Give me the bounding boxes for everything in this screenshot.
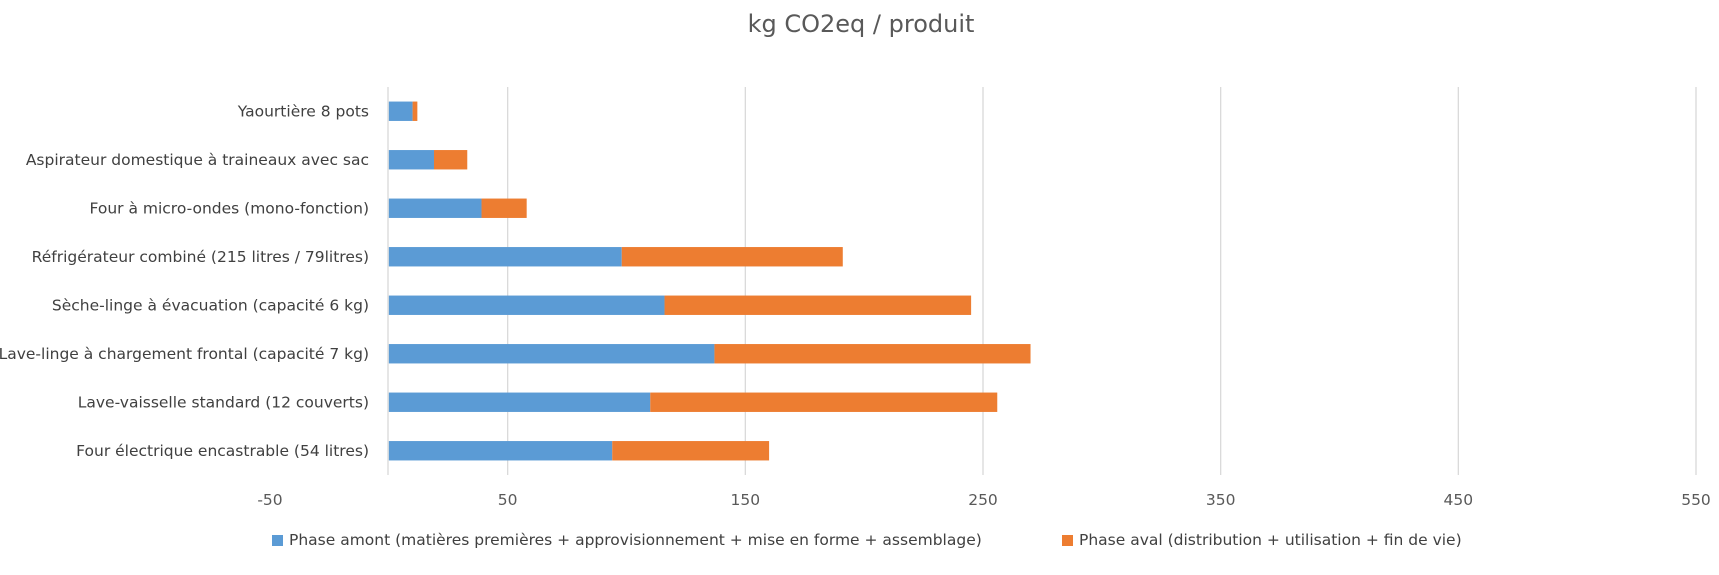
category-label-lave-vaisselle-standard-12-couverts: Lave-vaisselle standard (12 couverts) (78, 393, 369, 411)
category-label-yaourtiere-8-pots: Yaourtière 8 pots (237, 102, 369, 120)
bar-aval-refrigerateur-combine-215-litres-79litres (621, 247, 843, 267)
bar-aval-lave-linge-a-chargement-frontal-capacite-7-kg (714, 344, 1031, 364)
category-labels: Yaourtière 8 pots Aspirateur domestique à… (0, 102, 369, 460)
bar-amont-lave-linge-a-chargement-frontal-capacite-7-kg (388, 344, 715, 364)
legend-label-phase-amont: Phase amont (matières premières + approv… (289, 531, 982, 549)
bar-aval-four-electrique-encastrable-54-litres (612, 441, 770, 461)
bar-amont-refrigerateur-combine-215-litres-79litres (388, 247, 622, 267)
chart-title: kg CO2eq / produit (748, 10, 975, 38)
category-label-refrigerateur-combine-215-litres-79litres: Réfrigérateur combiné (215 litres / 79li… (32, 248, 369, 266)
legend-swatch-phase-amont (272, 535, 283, 546)
bar-amont-yaourtiere-8-pots (388, 101, 413, 121)
bar-aval-lave-vaisselle-standard-12-couverts (650, 392, 998, 412)
x-tick-label-50: 50 (498, 491, 518, 509)
legend: Phase amont (matières premières + approv… (272, 531, 1462, 549)
x-tick-label-150: 150 (731, 491, 761, 509)
bar-amont-four-a-micro-ondes-mono-fonction (388, 198, 482, 218)
x-tick-label-250: 250 (968, 491, 998, 509)
bars (388, 101, 1031, 461)
bar-aval-yaourtiere-8-pots (412, 101, 418, 121)
bar-aval-aspirateur-domestique-a-traineaux-avec-sac (433, 150, 468, 170)
legend-label-phase-aval: Phase aval (distribution + utilisation +… (1079, 531, 1462, 549)
bar-amont-seche-linge-a-evacuation-capacite-6-kg (388, 295, 665, 315)
category-label-four-a-micro-ondes-mono-fonction: Four à micro-ondes (mono-fonction) (89, 199, 369, 217)
category-label-four-electrique-encastrable-54-litres: Four électrique encastrable (54 litres) (76, 442, 369, 460)
gridlines (387, 87, 1697, 475)
bar-amont-aspirateur-domestique-a-traineaux-avec-sac (388, 150, 434, 170)
x-axis-tick-labels: -50 50 150 250 350 450 550 (257, 491, 1710, 509)
x-tick-label-50: -50 (257, 491, 282, 509)
bar-amont-lave-vaisselle-standard-12-couverts (388, 392, 651, 412)
bar-aval-four-a-micro-ondes-mono-fonction (481, 198, 527, 218)
bar-amont-four-electrique-encastrable-54-litres (388, 441, 613, 461)
x-tick-label-450: 450 (1444, 491, 1474, 509)
category-label-lave-linge-a-chargement-frontal-capacite-7-kg: Lave-linge à chargement frontal (capacit… (0, 345, 369, 363)
legend-swatch-phase-aval (1062, 535, 1073, 546)
bar-aval-seche-linge-a-evacuation-capacite-6-kg (664, 295, 972, 315)
x-tick-label-550: 550 (1681, 491, 1711, 509)
category-label-seche-linge-a-evacuation-capacite-6-kg: Sèche-linge à évacuation (capacité 6 kg) (52, 296, 369, 314)
x-tick-label-350: 350 (1206, 491, 1236, 509)
category-label-aspirateur-domestique-a-traineaux-avec-sac: Aspirateur domestique à traineaux avec s… (26, 151, 369, 169)
